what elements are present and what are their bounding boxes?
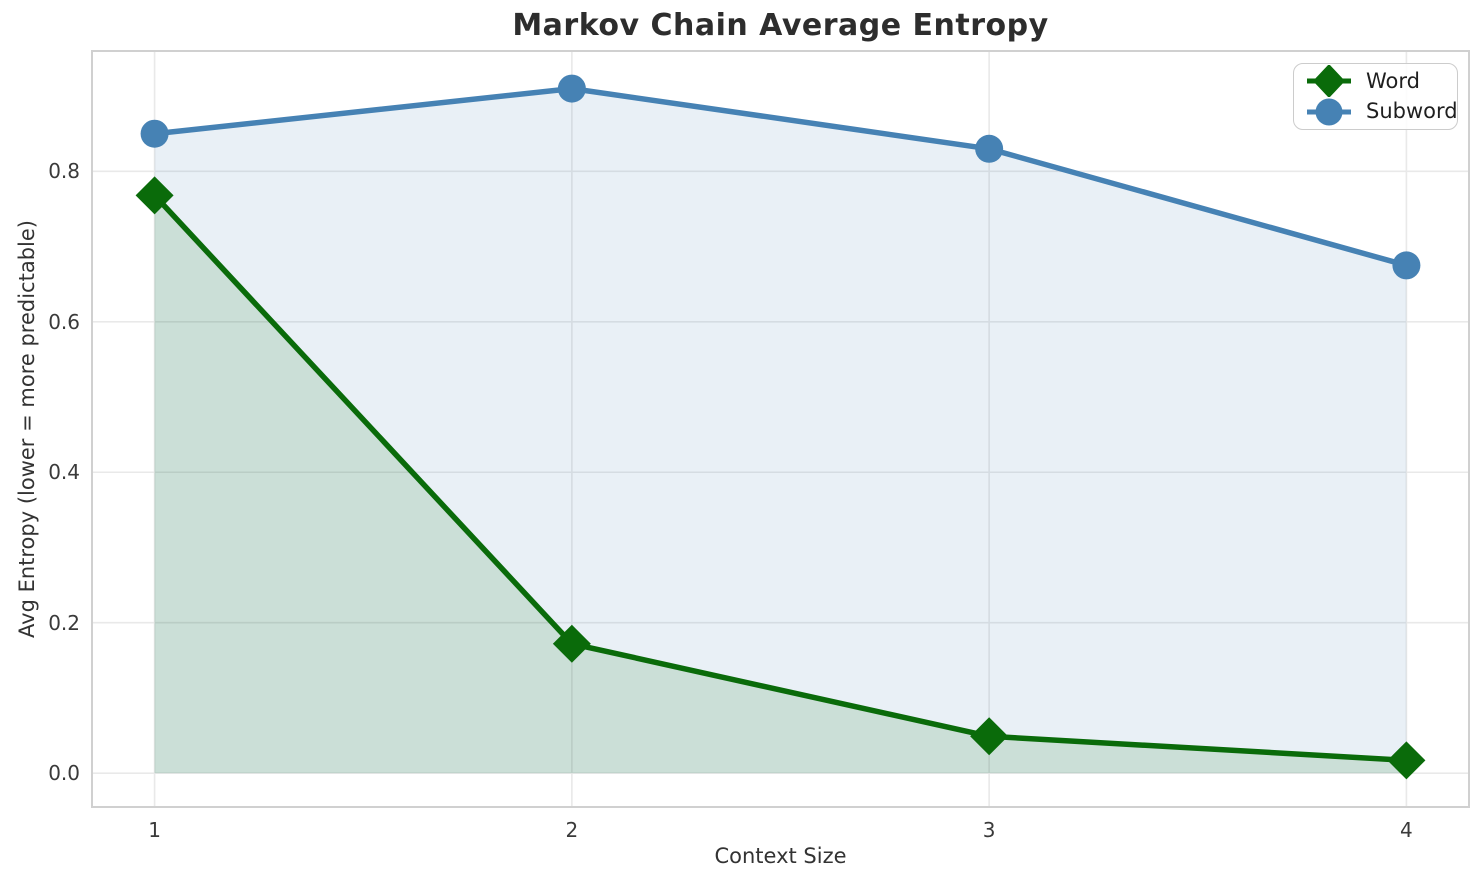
word-marker xyxy=(1387,741,1426,780)
legend-item-word: Word xyxy=(1304,65,1447,98)
subword-marker xyxy=(140,119,169,148)
x-tick-label: 2 xyxy=(565,818,579,842)
subword-marker xyxy=(1392,251,1421,280)
x-axis-label: Context Size xyxy=(714,844,847,868)
subword-series-marker-icon xyxy=(1307,98,1351,126)
y-axis-label-text: Avg Entropy (lower = more predictable) xyxy=(15,220,39,638)
word-area-fill xyxy=(154,195,1407,774)
x-tick-label: 3 xyxy=(982,818,996,842)
legend-label-word: Word xyxy=(1366,68,1420,93)
x-tick-label: 4 xyxy=(1400,818,1413,842)
word-line xyxy=(151,192,1410,764)
legend: Word Subword xyxy=(1293,63,1458,130)
word-series-marker-icon xyxy=(1307,65,1351,98)
legend-item-subword: Subword xyxy=(1304,97,1458,127)
word-marker xyxy=(135,176,174,215)
y-tick-label: 0.6 xyxy=(48,309,80,334)
subword-line xyxy=(151,85,1410,269)
legend-label-subword: Subword xyxy=(1366,99,1458,124)
y-tick-label: 0.2 xyxy=(48,610,80,635)
subword-marker xyxy=(975,134,1004,163)
subword-area-fill xyxy=(154,88,1407,774)
subword-marker xyxy=(557,74,586,103)
plot-border xyxy=(91,50,1470,808)
chart-title: Markov Chain Average Entropy xyxy=(512,8,1049,43)
y-tick-label: 0.4 xyxy=(48,460,80,485)
x-tick-label: 1 xyxy=(148,818,161,842)
y-tick-label: 0.0 xyxy=(48,761,80,786)
word-marker xyxy=(970,717,1009,756)
word-marker xyxy=(552,624,591,663)
y-tick-label: 0.8 xyxy=(48,159,80,184)
